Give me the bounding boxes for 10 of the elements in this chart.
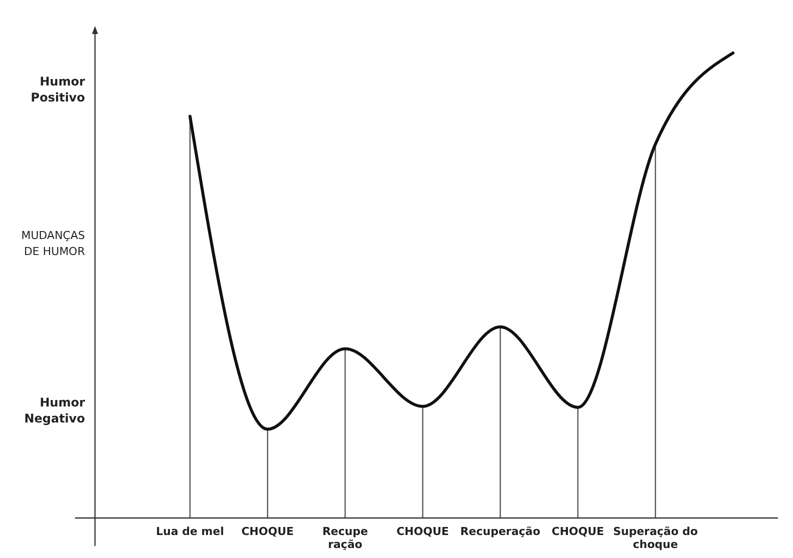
x-tick-label: CHOQUE <box>552 525 604 538</box>
x-tick-label: CHOQUE <box>241 525 294 538</box>
text: Humor Positivo <box>30 74 86 105</box>
text: MUDANÇAS DE HUMOR <box>21 229 86 258</box>
text: Humor Negativo <box>24 395 86 426</box>
x-tick-label: Lua de mel <box>156 525 224 538</box>
x-tick-label: Recuperação <box>460 525 541 538</box>
x-tick-label: CHOQUE <box>396 525 449 538</box>
x-tick-label: Superação do choque <box>613 525 698 551</box>
x-tick-label: Recupe ração <box>322 525 368 551</box>
